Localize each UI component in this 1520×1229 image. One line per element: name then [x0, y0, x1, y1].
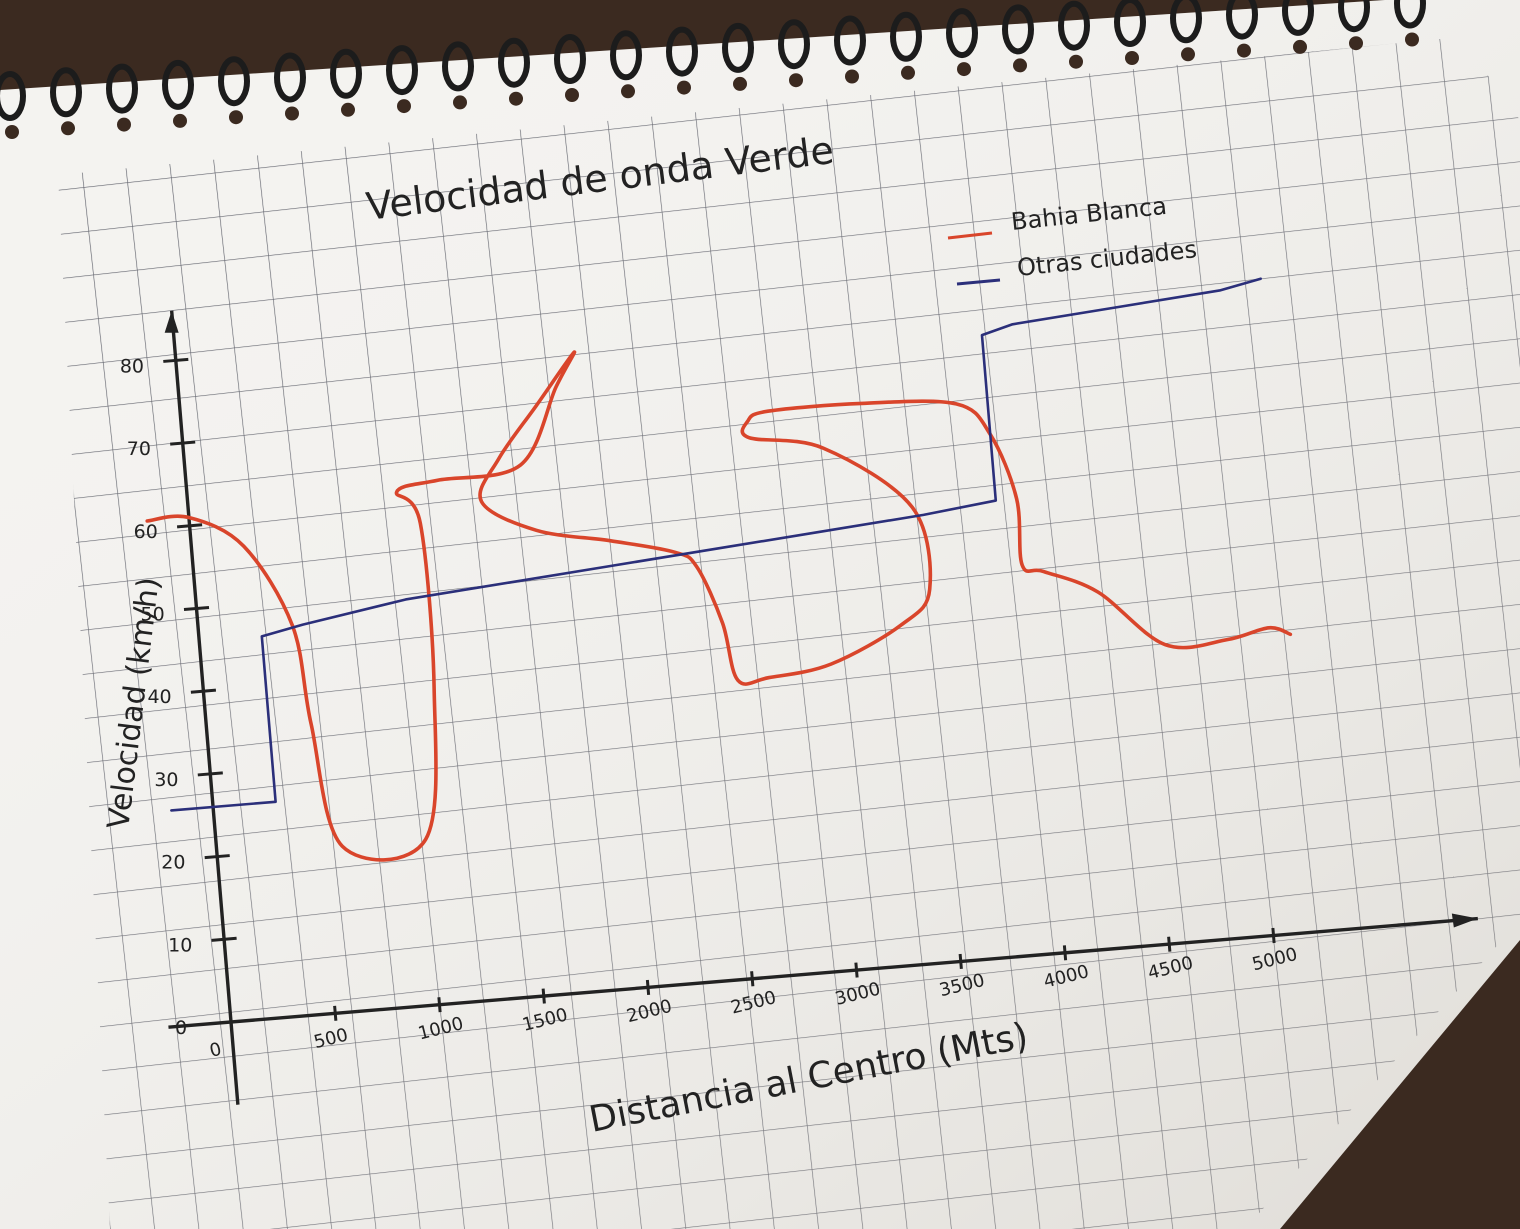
spiral-ring [1170, 0, 1202, 44]
spiral-ring [890, 11, 922, 62]
spiral-ring [722, 22, 754, 73]
binding-hole [1125, 51, 1139, 65]
binding-hole [229, 110, 243, 125]
spiral-ring [162, 59, 194, 110]
binding-hole [789, 73, 803, 88]
binding-hole [341, 102, 355, 117]
y-tick-label: 60 [134, 521, 158, 543]
y-tick-label: 30 [154, 769, 178, 791]
series-line-otras-ciudades [170, 277, 1262, 812]
binding-hole [1237, 43, 1251, 58]
binding-hole [1349, 36, 1363, 51]
spiral-ring [218, 56, 250, 107]
spiral-ring [834, 15, 866, 66]
legend-swatch-bahia-blanca [947, 231, 993, 240]
x-tick [1167, 936, 1172, 952]
x-tick [750, 971, 755, 987]
binding-hole [733, 76, 747, 91]
spiral-ring [1394, 0, 1426, 29]
binding-hole [621, 84, 635, 99]
x-tick [1271, 927, 1276, 944]
spiral-ring [498, 37, 530, 88]
binding-hole [173, 113, 187, 128]
y-tick [183, 605, 210, 612]
y-tick [163, 357, 189, 363]
x-axis-arrow [1451, 913, 1478, 928]
spiral-ring [1338, 0, 1370, 33]
spiral-ring [1114, 0, 1146, 47]
binding-hole [61, 121, 75, 136]
spiral-ring [778, 19, 810, 70]
spiral-ring [666, 26, 698, 77]
x-tick [958, 953, 963, 970]
spiral-ring [274, 52, 306, 103]
series-line-bahia-blanca [145, 350, 1293, 862]
y-axis-arrow [164, 310, 179, 333]
binding-hole [957, 62, 971, 77]
spiral-ring [554, 34, 586, 84]
binding-hole [5, 125, 19, 139]
x-tick [541, 988, 546, 1004]
y-tick-label: 20 [161, 852, 185, 874]
spiral-ring [946, 8, 978, 59]
x-tick [437, 997, 442, 1013]
x-tick-label: 0 [208, 1039, 224, 1062]
x-tick [333, 1005, 338, 1021]
y-tick [204, 854, 230, 860]
binding-hole [509, 91, 523, 106]
binding-hole [1181, 47, 1195, 62]
y-tick-label: 10 [168, 934, 192, 956]
binding-hole [1293, 39, 1307, 54]
spiral-binding [0, 0, 1426, 139]
x-tick [645, 979, 651, 995]
binding-hole [1405, 32, 1419, 47]
binding-hole [453, 95, 467, 110]
spiral-ring [610, 30, 642, 81]
y-tick [197, 771, 223, 777]
binding-hole [397, 99, 411, 114]
y-tick-label: 50 [141, 603, 165, 625]
binding-hole [285, 106, 299, 121]
spiral-ring [1002, 4, 1034, 55]
y-tick [211, 936, 237, 942]
binding-hole [845, 69, 859, 84]
x-tick [1062, 945, 1068, 961]
spiral-ring [330, 48, 362, 99]
binding-hole [901, 65, 915, 80]
y-tick [170, 440, 196, 446]
binding-hole [117, 117, 131, 132]
y-tick-label: 80 [120, 355, 144, 377]
y-tick-label: 0 [175, 1017, 187, 1039]
y-tick [190, 688, 217, 694]
y-tick [176, 523, 203, 529]
spiral-ring [1058, 0, 1090, 51]
spiral-ring [106, 63, 138, 114]
spiral-ring [50, 67, 82, 118]
spiral-ring [386, 45, 418, 96]
legend-swatch-otras-ciudades [956, 278, 1001, 286]
binding-hole [1069, 54, 1083, 69]
binding-hole [1013, 58, 1027, 73]
spiral-ring [1226, 0, 1258, 40]
binding-hole [565, 88, 579, 102]
y-tick-label: 70 [127, 438, 151, 460]
spiral-ring [0, 71, 26, 121]
x-tick [854, 962, 859, 978]
spiral-ring [1282, 0, 1314, 36]
y-tick-label: 40 [147, 686, 171, 708]
x-axis-line [168, 916, 1478, 1029]
binding-hole [677, 80, 691, 95]
spiral-ring [442, 41, 474, 92]
